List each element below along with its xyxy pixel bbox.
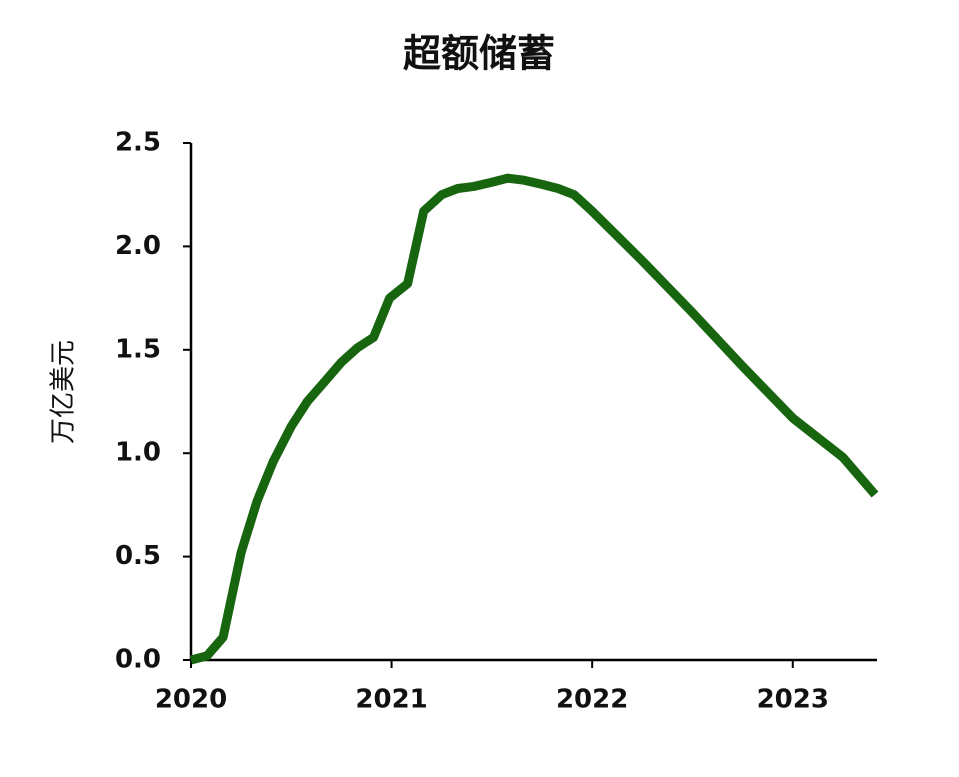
y-tick-label: 2.5 xyxy=(115,128,161,158)
y-tick-label: 1.5 xyxy=(115,334,161,364)
y-tick-label: 0.0 xyxy=(115,645,161,675)
chart-title: 超额储蓄 xyxy=(403,32,555,76)
y-tick-label: 2.0 xyxy=(115,231,161,261)
y-tick-label: 1.0 xyxy=(115,438,161,468)
data-line xyxy=(189,173,879,665)
y-tick-label: 0.5 xyxy=(115,541,161,571)
x-tick-label: 2021 xyxy=(355,685,427,715)
x-tick-label: 2023 xyxy=(757,685,829,715)
x-tick-label: 2022 xyxy=(556,685,628,715)
x-tick-label: 2020 xyxy=(155,685,227,715)
y-axis-label: 万亿美元 xyxy=(49,340,79,444)
